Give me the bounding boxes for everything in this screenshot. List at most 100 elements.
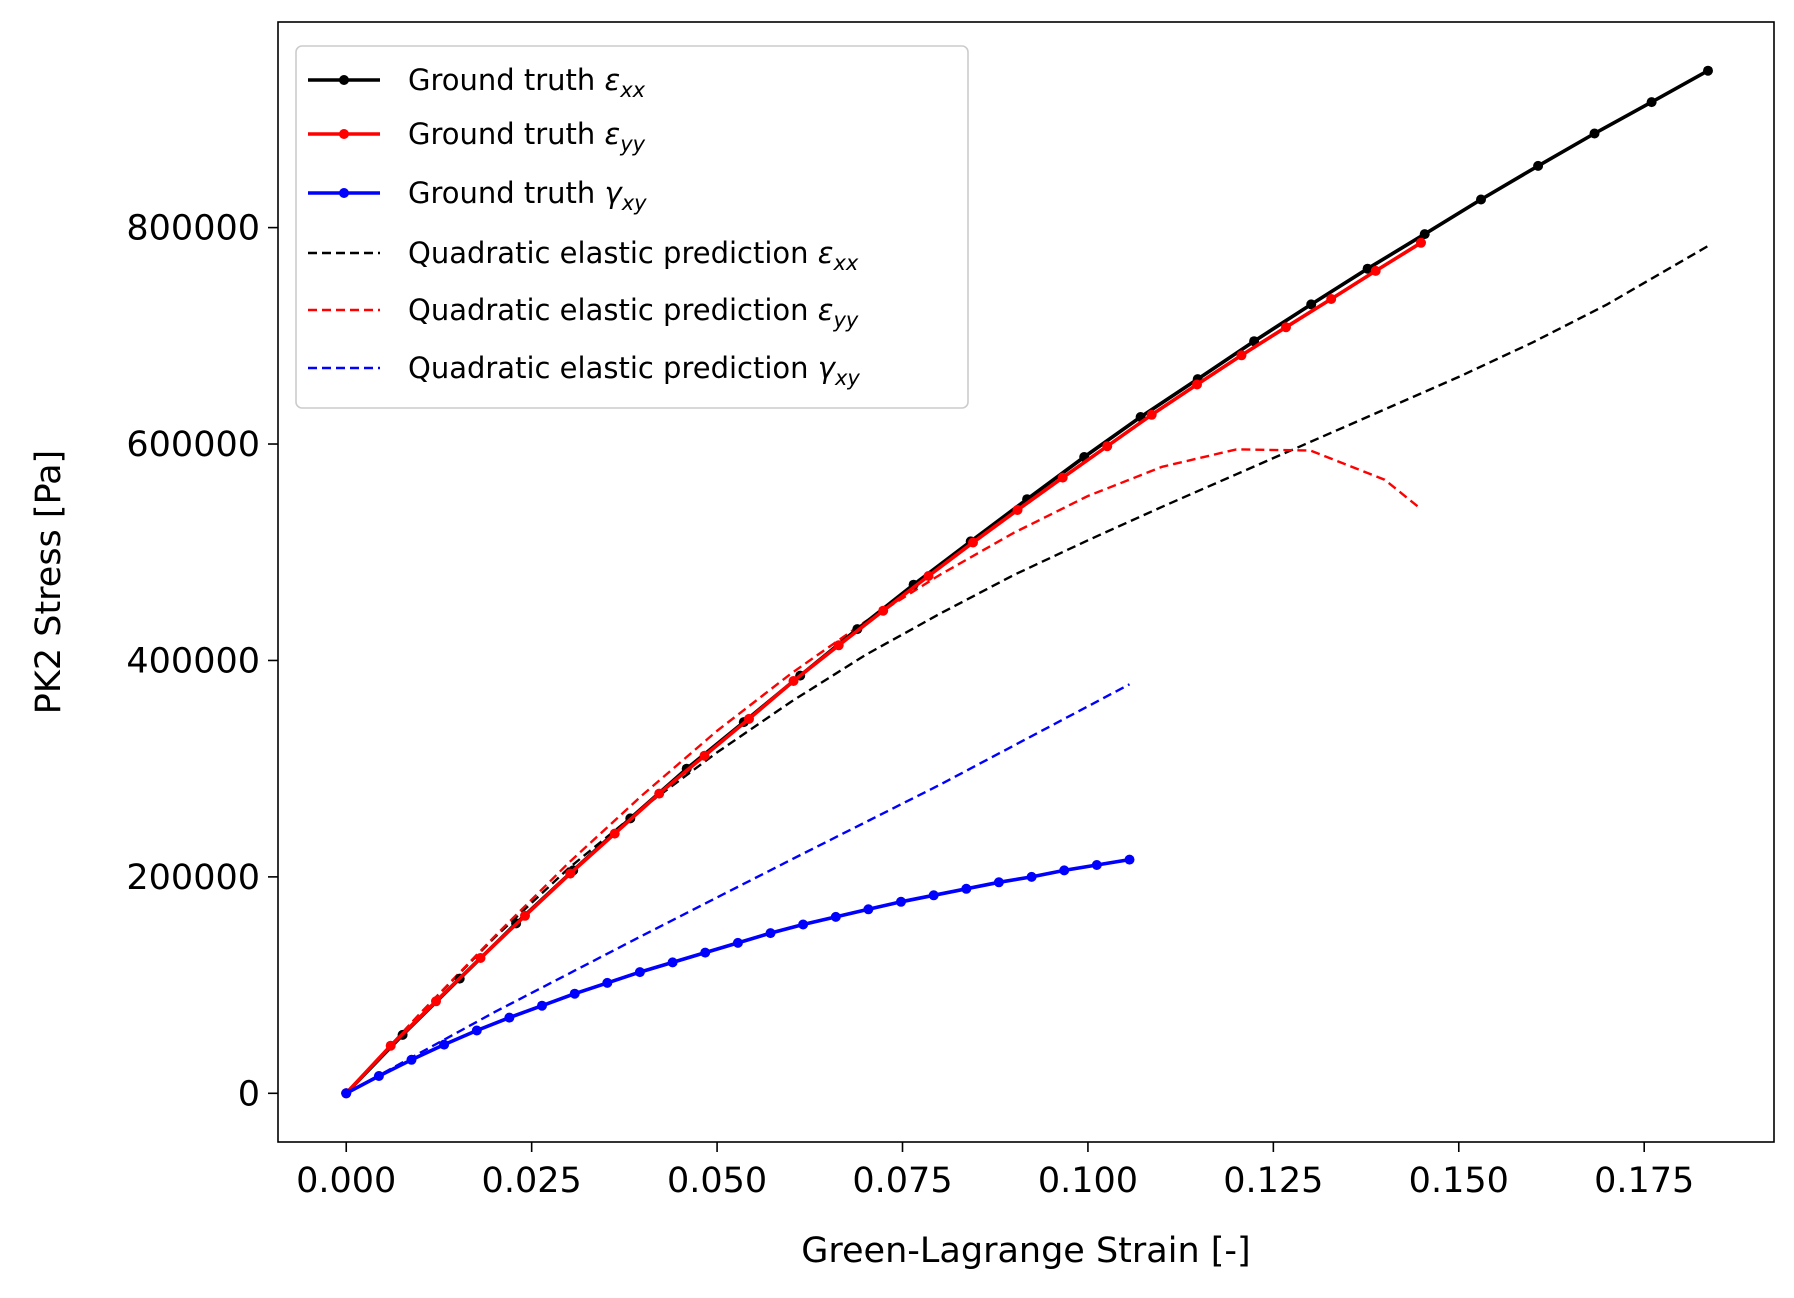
legend-marker — [339, 129, 349, 139]
data-point — [1059, 865, 1070, 876]
data-point — [863, 904, 874, 915]
data-point — [1146, 409, 1157, 420]
x-tick-label: 0.000 — [296, 1161, 396, 1201]
series-line — [345, 448, 1422, 1095]
legend-label-name: Ground truth — [408, 117, 605, 151]
data-point — [373, 1071, 384, 1081]
legend-label: Quadratic elastic prediction εxx — [408, 236, 859, 275]
data-point — [1326, 294, 1337, 304]
legend-entry: Ground truth εyy — [308, 117, 646, 156]
data-point — [667, 957, 678, 968]
data-point — [1236, 350, 1247, 361]
legend-marker — [339, 188, 349, 198]
x-tick-label: 0.100 — [1038, 1161, 1138, 1201]
y-axis-ticks: 0 200000 400000 600000 800000 — [126, 209, 278, 1114]
legend-entry: Quadratic elastic prediction εyy — [308, 293, 859, 332]
data-point — [923, 571, 934, 581]
data-point — [961, 883, 972, 894]
data-point — [1476, 194, 1486, 205]
data-point — [406, 1054, 417, 1065]
legend-label: Quadratic elastic prediction γxy — [408, 351, 860, 390]
legend-label: Ground truth εxx — [408, 63, 646, 102]
legend-label-symbol: γ — [818, 351, 837, 385]
data-point — [732, 937, 743, 948]
data-point — [565, 868, 576, 879]
data-point — [341, 1088, 352, 1099]
data-point — [788, 676, 799, 686]
data-point — [699, 750, 710, 761]
x-axis-ticks: 0.000 0.025 0.050 0.075 0.100 0.125 0.150 0.175 — [296, 1142, 1694, 1201]
legend-label-symbol: ε — [605, 63, 621, 97]
data-point — [1026, 871, 1037, 882]
data-point — [1419, 229, 1430, 240]
data-point — [1362, 263, 1373, 274]
data-point — [1012, 505, 1023, 515]
data-point — [1370, 265, 1381, 276]
data-point — [385, 1040, 396, 1051]
series-prediction-xy — [345, 683, 1131, 1095]
legend-label-name: Quadratic elastic prediction — [408, 236, 818, 270]
data-point — [1192, 379, 1202, 390]
data-point — [798, 919, 809, 930]
legend-label-name: Quadratic elastic prediction — [408, 293, 818, 327]
legend-label-subscript: yy — [619, 132, 645, 156]
y-tick-label: 800000 — [126, 209, 260, 249]
data-point — [1102, 441, 1113, 452]
data-point — [1646, 97, 1657, 108]
data-point — [1281, 322, 1291, 333]
x-tick-label: 0.025 — [482, 1161, 582, 1201]
data-point — [1533, 160, 1544, 171]
data-point — [654, 788, 665, 799]
legend-label-name: Ground truth — [408, 63, 605, 97]
legend-label: Quadratic elastic prediction εyy — [408, 293, 859, 332]
x-tick-label: 0.150 — [1409, 1161, 1509, 1201]
data-point — [765, 928, 776, 939]
legend-entry: Quadratic elastic prediction γxy — [308, 351, 860, 390]
legend-label: Ground truth εyy — [408, 117, 646, 156]
data-point — [475, 953, 486, 963]
x-tick-label: 0.125 — [1223, 1161, 1323, 1201]
data-point — [830, 911, 841, 922]
data-point — [1416, 237, 1426, 248]
data-point — [968, 537, 978, 548]
y-tick-label: 600000 — [126, 425, 260, 465]
y-tick-label: 0 — [238, 1074, 260, 1114]
data-point — [504, 1012, 515, 1023]
data-point — [1057, 472, 1068, 483]
y-axis-label: PK2 Stress [Pa] — [29, 450, 69, 714]
legend-entry: Quadratic elastic prediction εxx — [308, 236, 859, 275]
legend-label: Ground truth γxy — [408, 176, 647, 215]
x-tick-label: 0.050 — [667, 1161, 767, 1201]
legend-label-symbol: ε — [818, 293, 834, 327]
data-point — [833, 640, 844, 651]
data-point — [609, 828, 620, 839]
data-point — [1703, 65, 1713, 76]
data-point — [700, 947, 711, 958]
data-point — [520, 910, 530, 921]
legend-label-symbol: γ — [605, 176, 624, 210]
series-prediction-yy — [345, 448, 1422, 1095]
data-point — [1124, 854, 1135, 865]
legend-label-subscript: xx — [832, 251, 858, 275]
legend-label-subscript: xy — [834, 366, 860, 390]
series-line — [345, 244, 1709, 1095]
data-point — [744, 713, 754, 724]
plot-area — [341, 65, 1713, 1099]
legend-label-subscript: xy — [621, 191, 647, 215]
series-prediction-xx — [345, 244, 1709, 1095]
data-point — [602, 977, 613, 988]
data-point — [878, 605, 889, 616]
legend-label-symbol: ε — [605, 117, 621, 151]
y-tick-label: 200000 — [126, 858, 260, 898]
data-point — [1306, 299, 1317, 310]
y-tick-label: 400000 — [126, 641, 260, 681]
legend-label-subscript: xx — [619, 78, 645, 102]
legend-label-subscript: yy — [832, 308, 858, 332]
data-point — [634, 967, 645, 978]
x-tick-label: 0.075 — [852, 1161, 952, 1201]
data-point — [471, 1025, 482, 1036]
legend-label-symbol: ε — [818, 236, 834, 270]
data-point — [569, 988, 580, 999]
data-point — [1091, 860, 1102, 870]
